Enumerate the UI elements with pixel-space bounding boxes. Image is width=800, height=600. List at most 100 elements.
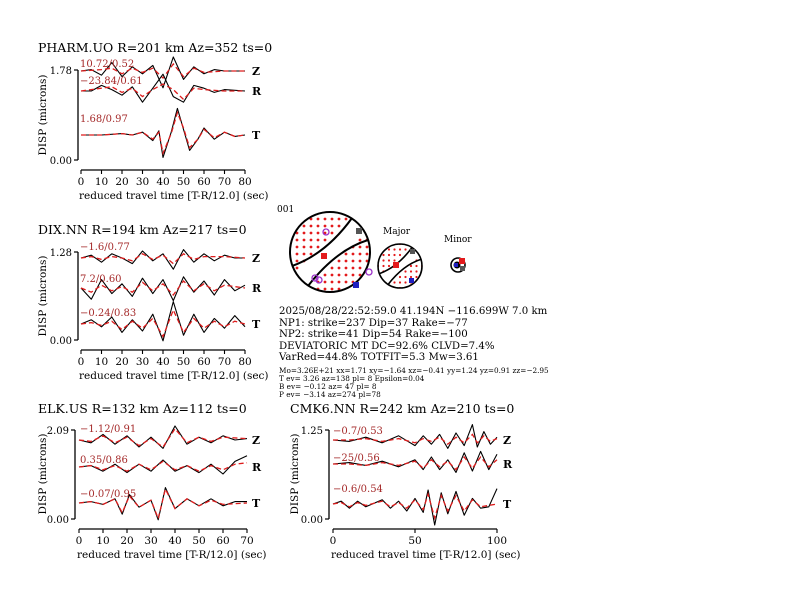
compression-dot	[295, 245, 299, 249]
observed-trace-t	[80, 301, 246, 342]
compression-dot	[415, 275, 418, 279]
compression-dot	[358, 238, 362, 242]
beachball-outline	[377, 243, 423, 289]
x-tick-label: 50	[408, 535, 421, 547]
x-tick-label: 10	[95, 356, 108, 368]
trace-fit-label: −0.24/0.83	[80, 308, 136, 319]
compression-dot	[295, 266, 299, 270]
component-label: T	[503, 498, 512, 511]
synthetic-trace-r	[80, 280, 246, 297]
compression-dot	[351, 252, 355, 256]
trace-fit-label: −1.6/0.77	[80, 242, 130, 253]
minor-label: Minor	[444, 235, 472, 245]
x-tick-label: 80	[238, 176, 251, 188]
trace-fit-label: −0.07/0.95	[80, 489, 136, 500]
compression-dot	[309, 217, 313, 221]
synthetic-trace-t	[81, 110, 246, 156]
compression-dot	[382, 253, 385, 257]
y-tick-label: 0.00	[47, 515, 69, 526]
compression-dot	[358, 266, 362, 270]
x-axis-label: reduced travel time [T-R/12.0] (sec)	[331, 549, 521, 561]
compression-dot	[358, 245, 362, 249]
beachball-major	[377, 243, 423, 289]
synthetic-trace-z	[333, 433, 498, 446]
observed-trace-z	[80, 249, 245, 270]
component-label: R	[252, 461, 262, 474]
y-axis-label: DISP (microns)	[37, 255, 49, 336]
compression-dot	[337, 224, 341, 228]
y-axis-label: DISP (microns)	[289, 433, 301, 514]
trace-fit-label: 1.68/0.97	[80, 114, 128, 125]
compression-dot	[387, 253, 391, 257]
compression-dot	[382, 264, 385, 268]
compression-dot	[393, 253, 396, 257]
compression-dot	[330, 266, 334, 270]
compression-dot	[409, 270, 413, 273]
nodal-plane-2	[387, 258, 422, 286]
p-axis-marker	[409, 278, 414, 283]
beachball-inner	[291, 217, 369, 291]
observed-trace-r	[332, 450, 498, 473]
y-tick-label: 0.00	[50, 156, 72, 167]
x-axis-label: reduced travel time [T-R/12.0] (sec)	[77, 549, 267, 561]
synthetic-trace-r	[78, 460, 248, 472]
compression-dot	[316, 245, 320, 249]
x-tick-label: 60	[197, 356, 210, 368]
trace-fit-label: 0.35/0.86	[80, 455, 128, 466]
b-axis-marker	[356, 228, 362, 234]
compression-dot	[398, 281, 402, 284]
compression-dot	[330, 224, 334, 228]
compression-dot	[404, 275, 407, 279]
compression-dot	[365, 252, 369, 256]
station-marker	[311, 274, 319, 282]
x-tick-label: 30	[136, 176, 149, 188]
x-tick-label: 0	[78, 356, 85, 368]
x-tick-label: 60	[197, 176, 210, 188]
compression-dot	[323, 280, 327, 284]
panel-title: ELK.US R=132 km Az=112 ts=0	[38, 401, 247, 416]
compression-dot	[398, 275, 402, 279]
compression-dot	[351, 266, 355, 270]
x-tick-label: 10	[96, 535, 109, 547]
station-marker	[315, 276, 323, 284]
panel-title: DIX.NN R=194 km Az=217 ts=0	[38, 222, 247, 237]
compression-dot	[323, 224, 327, 228]
beachball-full	[289, 211, 371, 293]
compression-dot	[344, 217, 348, 221]
compression-dot	[393, 259, 396, 262]
compression-dot	[337, 217, 341, 221]
x-tick-label: 70	[240, 535, 253, 547]
minor-p-marker	[454, 263, 458, 267]
y-tick-label: 2.09	[47, 426, 69, 437]
x-axis-label: reduced travel time [T-R/12.0] (sec)	[79, 370, 269, 382]
compression-dot	[323, 287, 327, 291]
x-tick-label: 100	[487, 535, 507, 547]
compression-dot	[323, 217, 327, 221]
trace-fit-label: −25/0.56	[333, 453, 380, 464]
compression-dot	[337, 259, 341, 263]
compression-dot	[316, 231, 320, 235]
compression-dot	[330, 280, 334, 284]
x-tick-label: 30	[144, 535, 157, 547]
component-label: Z	[503, 434, 511, 447]
compression-dot	[415, 270, 418, 273]
t-axis-marker	[393, 262, 399, 268]
compression-dot	[409, 275, 413, 279]
compression-dot	[365, 245, 369, 249]
component-label: R	[252, 282, 262, 295]
event-id-label: 001	[277, 205, 295, 215]
compression-dot	[323, 273, 327, 277]
compression-dot	[351, 273, 355, 277]
trace-fit-label: −0.6/0.54	[333, 484, 383, 495]
x-tick-label: 70	[218, 356, 231, 368]
synthetic-trace-r	[80, 83, 245, 101]
compression-dot	[295, 238, 299, 242]
b-axis-marker	[410, 249, 415, 254]
synthetic-trace-t	[80, 308, 246, 339]
compression-dot	[309, 252, 313, 256]
y-tick-label: 0.00	[301, 515, 323, 526]
compression-dot	[358, 252, 362, 256]
t-axis-marker	[321, 253, 327, 259]
panel-title: PHARM.UO R=201 km Az=352 ts=0	[38, 40, 272, 55]
compression-dot	[351, 259, 355, 263]
